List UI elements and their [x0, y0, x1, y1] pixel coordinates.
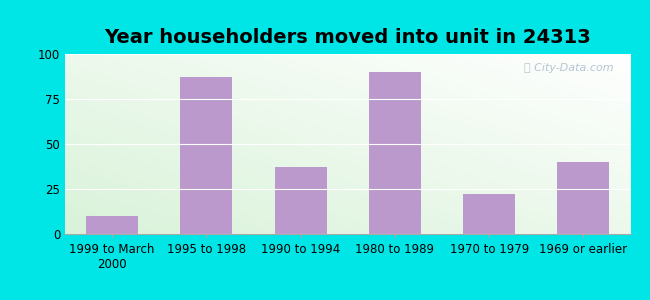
- Bar: [86, 216, 138, 234]
- Bar: [181, 77, 232, 234]
- Title: Year householders moved into unit in 24313: Year householders moved into unit in 243…: [105, 28, 591, 47]
- Bar: [369, 72, 421, 234]
- Text: ⓘ City-Data.com: ⓘ City-Data.com: [524, 63, 614, 73]
- Bar: [275, 167, 326, 234]
- Bar: [558, 162, 609, 234]
- Bar: [463, 194, 515, 234]
